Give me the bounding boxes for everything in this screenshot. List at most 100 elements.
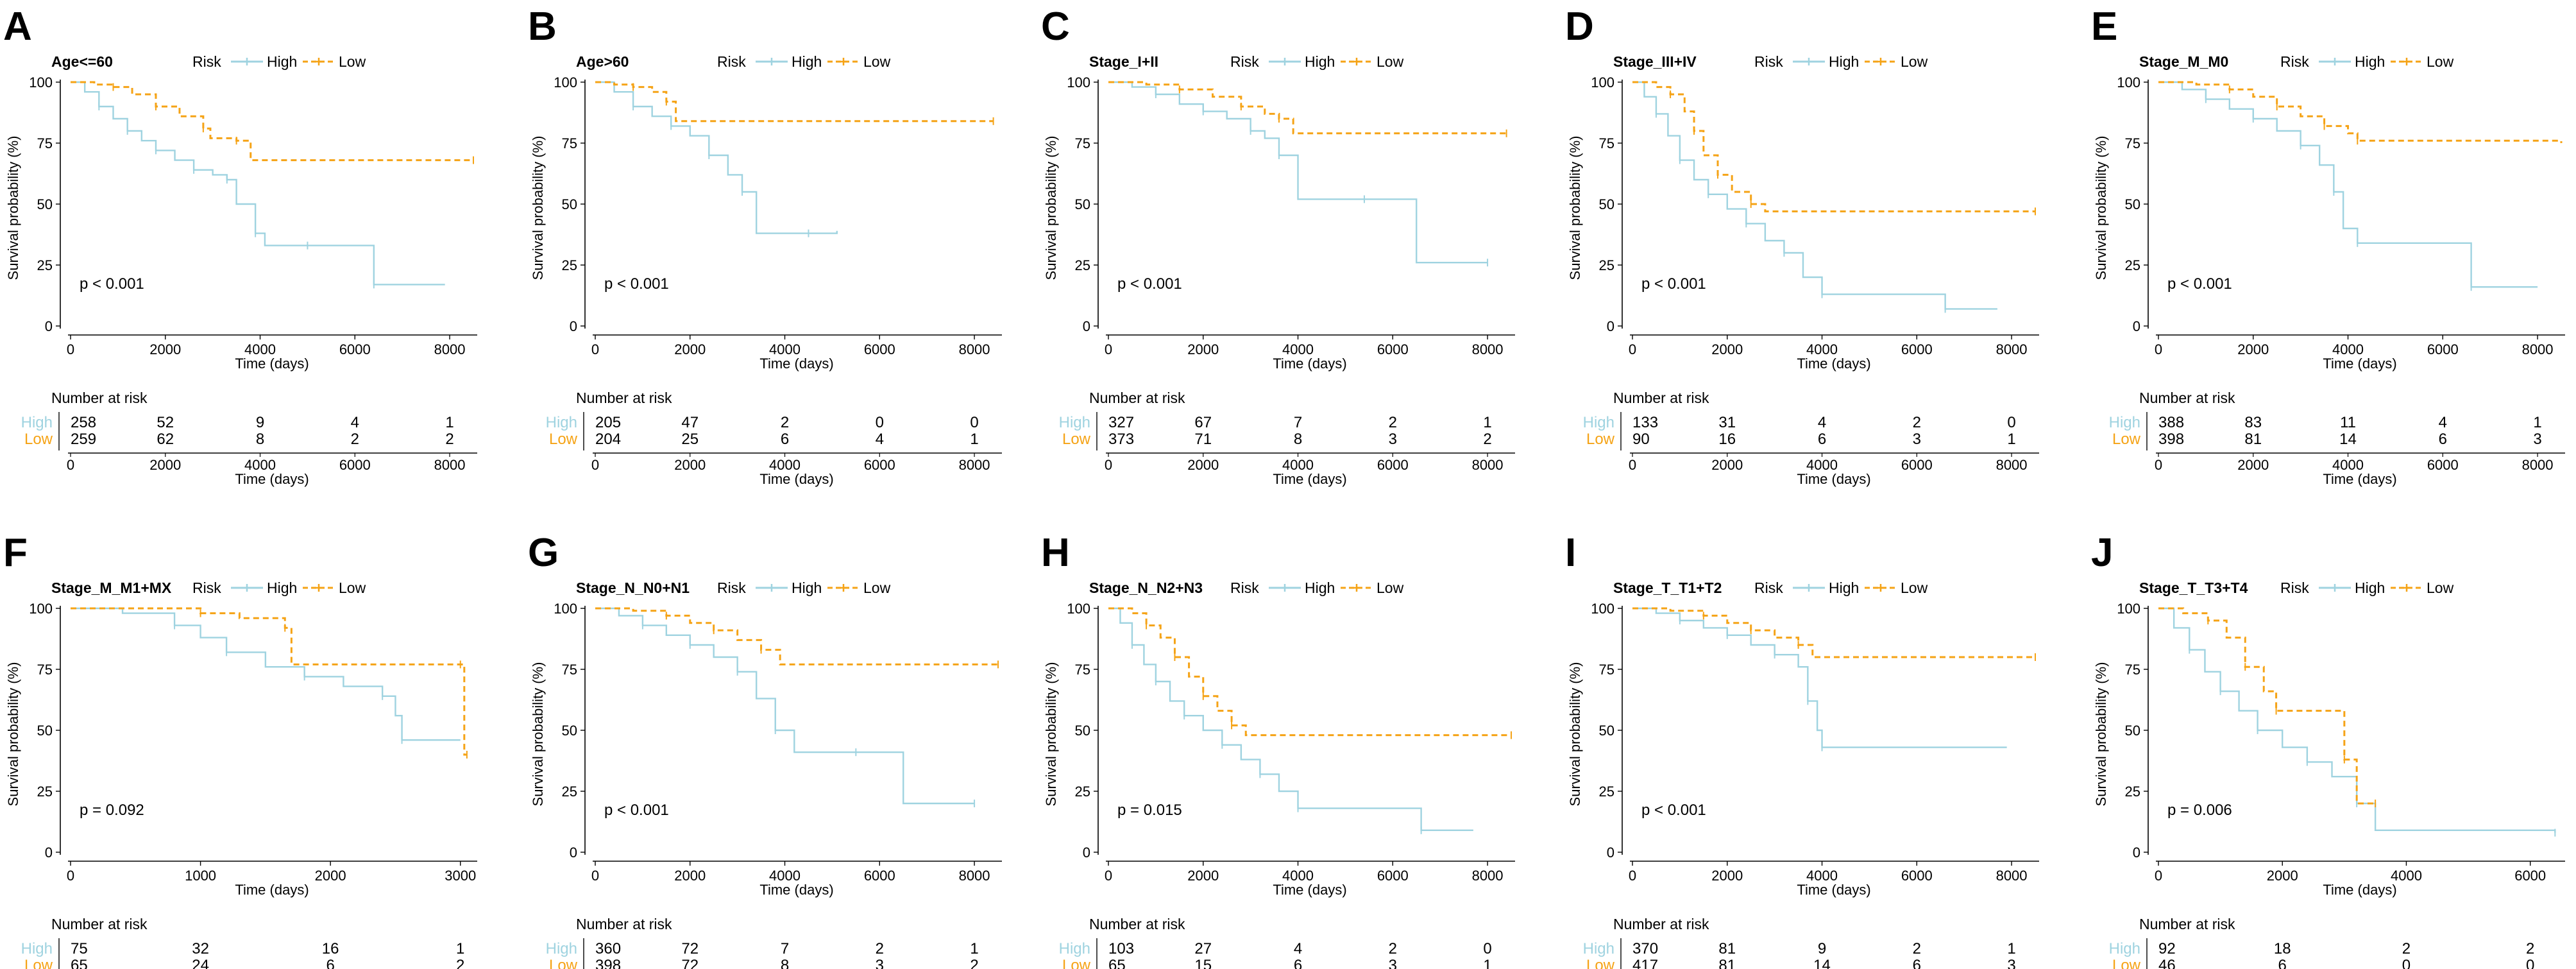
p-value: p < 0.001 xyxy=(1641,802,1706,819)
y-tick-label: 25 xyxy=(2125,784,2140,800)
legend-censor-high xyxy=(243,58,251,65)
risk-row-label-low: Low xyxy=(2112,431,2141,448)
x-tick-label: 2000 xyxy=(674,868,706,884)
y-tick-label: 0 xyxy=(570,845,577,861)
legend-label-low: Low xyxy=(1901,579,1928,596)
x-tick-label: 6000 xyxy=(339,341,371,357)
risk-table-title: Number at risk xyxy=(1613,916,1709,932)
legend-censor-low xyxy=(1877,58,1885,65)
panel-letter: E xyxy=(2091,4,2117,49)
risk-count-low: 90 xyxy=(1632,431,1650,448)
risk-x-axis-label: Time (days) xyxy=(1797,471,1870,487)
legend-label-high: High xyxy=(2355,53,2385,70)
panel-letter: D xyxy=(1565,4,1594,49)
x-axis-label: Time (days) xyxy=(1273,356,1346,372)
risk-row-label-low: Low xyxy=(1062,957,1091,969)
y-tick-label: 25 xyxy=(37,257,53,273)
legend-label-high: High xyxy=(267,53,297,70)
risk-count-high: 67 xyxy=(1194,414,1212,431)
legend-censor-low xyxy=(1353,58,1360,65)
panel-letter: F xyxy=(3,531,28,575)
y-tick-label: 0 xyxy=(45,845,53,861)
panel-letter: A xyxy=(3,4,32,49)
risk-count-high: 16 xyxy=(322,940,339,957)
x-tick-label: 6000 xyxy=(864,341,895,357)
legend-censor-high xyxy=(1805,584,1813,592)
risk-x-axis-label: Time (days) xyxy=(1273,471,1346,487)
y-tick-label: 25 xyxy=(1075,257,1090,273)
x-tick-label: 8000 xyxy=(1996,868,2028,884)
y-tick-label: 50 xyxy=(562,723,577,739)
risk-table-title: Number at risk xyxy=(51,390,148,406)
x-axis-label: Time (days) xyxy=(1797,882,1870,898)
x-axis-label: Time (days) xyxy=(2323,882,2396,898)
subset-title: Stage_T_T1+T2 xyxy=(1613,579,1722,596)
x-tick-label: 6000 xyxy=(1377,341,1409,357)
legend-title: Risk xyxy=(192,579,221,596)
y-tick-label: 25 xyxy=(2125,257,2140,273)
km-curve-low xyxy=(1632,81,2035,212)
risk-count-low: 417 xyxy=(1632,957,1658,969)
x-tick-label: 0 xyxy=(1105,341,1112,357)
subset-title: Stage_N_N0+N1 xyxy=(576,579,690,596)
risk-count-low: 65 xyxy=(1108,957,1126,969)
risk-x-tick-label: 0 xyxy=(1105,457,1112,473)
risk-count-low: 0 xyxy=(2526,957,2534,969)
x-tick-label: 0 xyxy=(591,868,599,884)
risk-x-axis-label: Time (days) xyxy=(759,471,833,487)
risk-count-low: 2 xyxy=(1483,431,1491,448)
legend-title: Risk xyxy=(2280,53,2309,70)
risk-count-low: 6 xyxy=(2439,431,2447,448)
y-axis-label: Survival probability (%) xyxy=(1567,662,1583,807)
y-tick-label: 25 xyxy=(1599,784,1614,800)
legend-censor-high xyxy=(1805,58,1813,65)
risk-row-label-high: High xyxy=(2109,940,2140,957)
subset-title: Age>60 xyxy=(576,53,629,70)
risk-count-high: 1 xyxy=(1483,414,1491,431)
y-axis-label: Survival probability (%) xyxy=(530,662,546,807)
risk-count-high: 7 xyxy=(781,940,789,957)
km-curve-high xyxy=(1632,81,1997,310)
risk-row-label-high: High xyxy=(1583,414,1614,431)
x-tick-label: 4000 xyxy=(769,341,801,357)
risk-row-label-low: Low xyxy=(1586,431,1615,448)
risk-x-tick-label: 8000 xyxy=(2522,457,2554,473)
x-axis-label: Time (days) xyxy=(1797,356,1870,372)
risk-count-low: 71 xyxy=(1194,431,1212,448)
panel-letter: B xyxy=(528,4,557,49)
y-tick-label: 0 xyxy=(1607,845,1614,861)
risk-count-high: 83 xyxy=(2244,414,2262,431)
legend-censor-low xyxy=(840,584,847,592)
panel-letter: C xyxy=(1041,4,1070,49)
legend-title: Risk xyxy=(1754,53,1783,70)
risk-count-high: 2 xyxy=(1913,940,1921,957)
risk-table-title: Number at risk xyxy=(51,916,148,932)
km-curve-high xyxy=(1108,607,1473,831)
y-tick-label: 0 xyxy=(2133,845,2140,861)
risk-x-tick-label: 6000 xyxy=(1901,457,1933,473)
risk-count-high: 1 xyxy=(2007,940,2015,957)
risk-count-low: 3 xyxy=(876,957,884,969)
subset-title: Age<=60 xyxy=(51,53,113,70)
y-axis-label: Survival probability (%) xyxy=(1043,662,1059,807)
risk-count-low: 204 xyxy=(595,431,621,448)
y-tick-label: 75 xyxy=(37,135,53,151)
panel-letter: H xyxy=(1041,531,1070,575)
y-tick-label: 50 xyxy=(1599,723,1614,739)
y-tick-label: 100 xyxy=(554,601,577,617)
x-tick-label: 3000 xyxy=(445,868,476,884)
risk-count-low: 1 xyxy=(970,431,978,448)
y-tick-label: 50 xyxy=(2125,723,2140,739)
risk-count-high: 327 xyxy=(1108,414,1134,431)
risk-count-high: 0 xyxy=(876,414,884,431)
risk-row-label-low: Low xyxy=(549,431,578,448)
risk-x-tick-label: 0 xyxy=(2155,457,2162,473)
km-curve-high xyxy=(1108,81,1488,264)
y-tick-label: 25 xyxy=(562,784,577,800)
legend-title: Risk xyxy=(192,53,221,70)
p-value: p < 0.001 xyxy=(2167,275,2232,293)
risk-count-high: 47 xyxy=(681,414,699,431)
